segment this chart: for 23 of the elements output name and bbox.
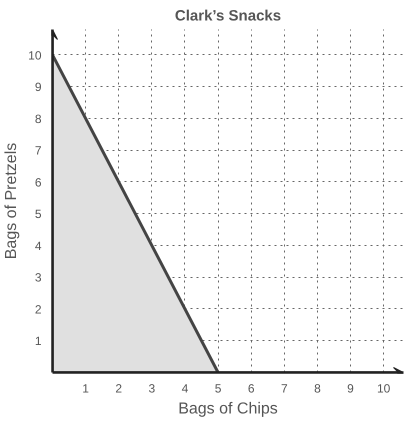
y-tick-label: 1 — [34, 334, 42, 348]
y-axis-title: Bags of Pretzels — [3, 142, 20, 260]
y-tick-label: 5 — [34, 207, 42, 222]
y-tick-label: 10 — [28, 48, 42, 62]
x-tick-label: 2 — [115, 382, 122, 396]
x-tick-label: 3 — [148, 382, 156, 396]
chart-title: Clark’s Snacks — [174, 8, 282, 24]
y-tick-label: 2 — [34, 302, 42, 316]
x-axis-title: Bags of Chips — [178, 400, 278, 418]
y-tick-label: 3 — [34, 270, 42, 285]
y-tick-label: 8 — [34, 112, 42, 126]
x-tick-label: 9 — [347, 382, 354, 396]
y-tick-label: 6 — [34, 175, 42, 190]
y-tick-label: 9 — [34, 80, 42, 94]
x-tick-label: 5 — [214, 382, 222, 396]
x-tick-label: 10 — [376, 382, 391, 396]
x-tick-label: 8 — [314, 382, 322, 396]
x-tick-label: 6 — [248, 382, 255, 396]
x-tick-label: 1 — [82, 382, 90, 396]
x-tick-label: 7 — [280, 382, 288, 396]
x-tick-label: 4 — [182, 382, 189, 396]
y-tick-label: 4 — [34, 238, 42, 253]
y-tick-label: 7 — [34, 144, 42, 158]
